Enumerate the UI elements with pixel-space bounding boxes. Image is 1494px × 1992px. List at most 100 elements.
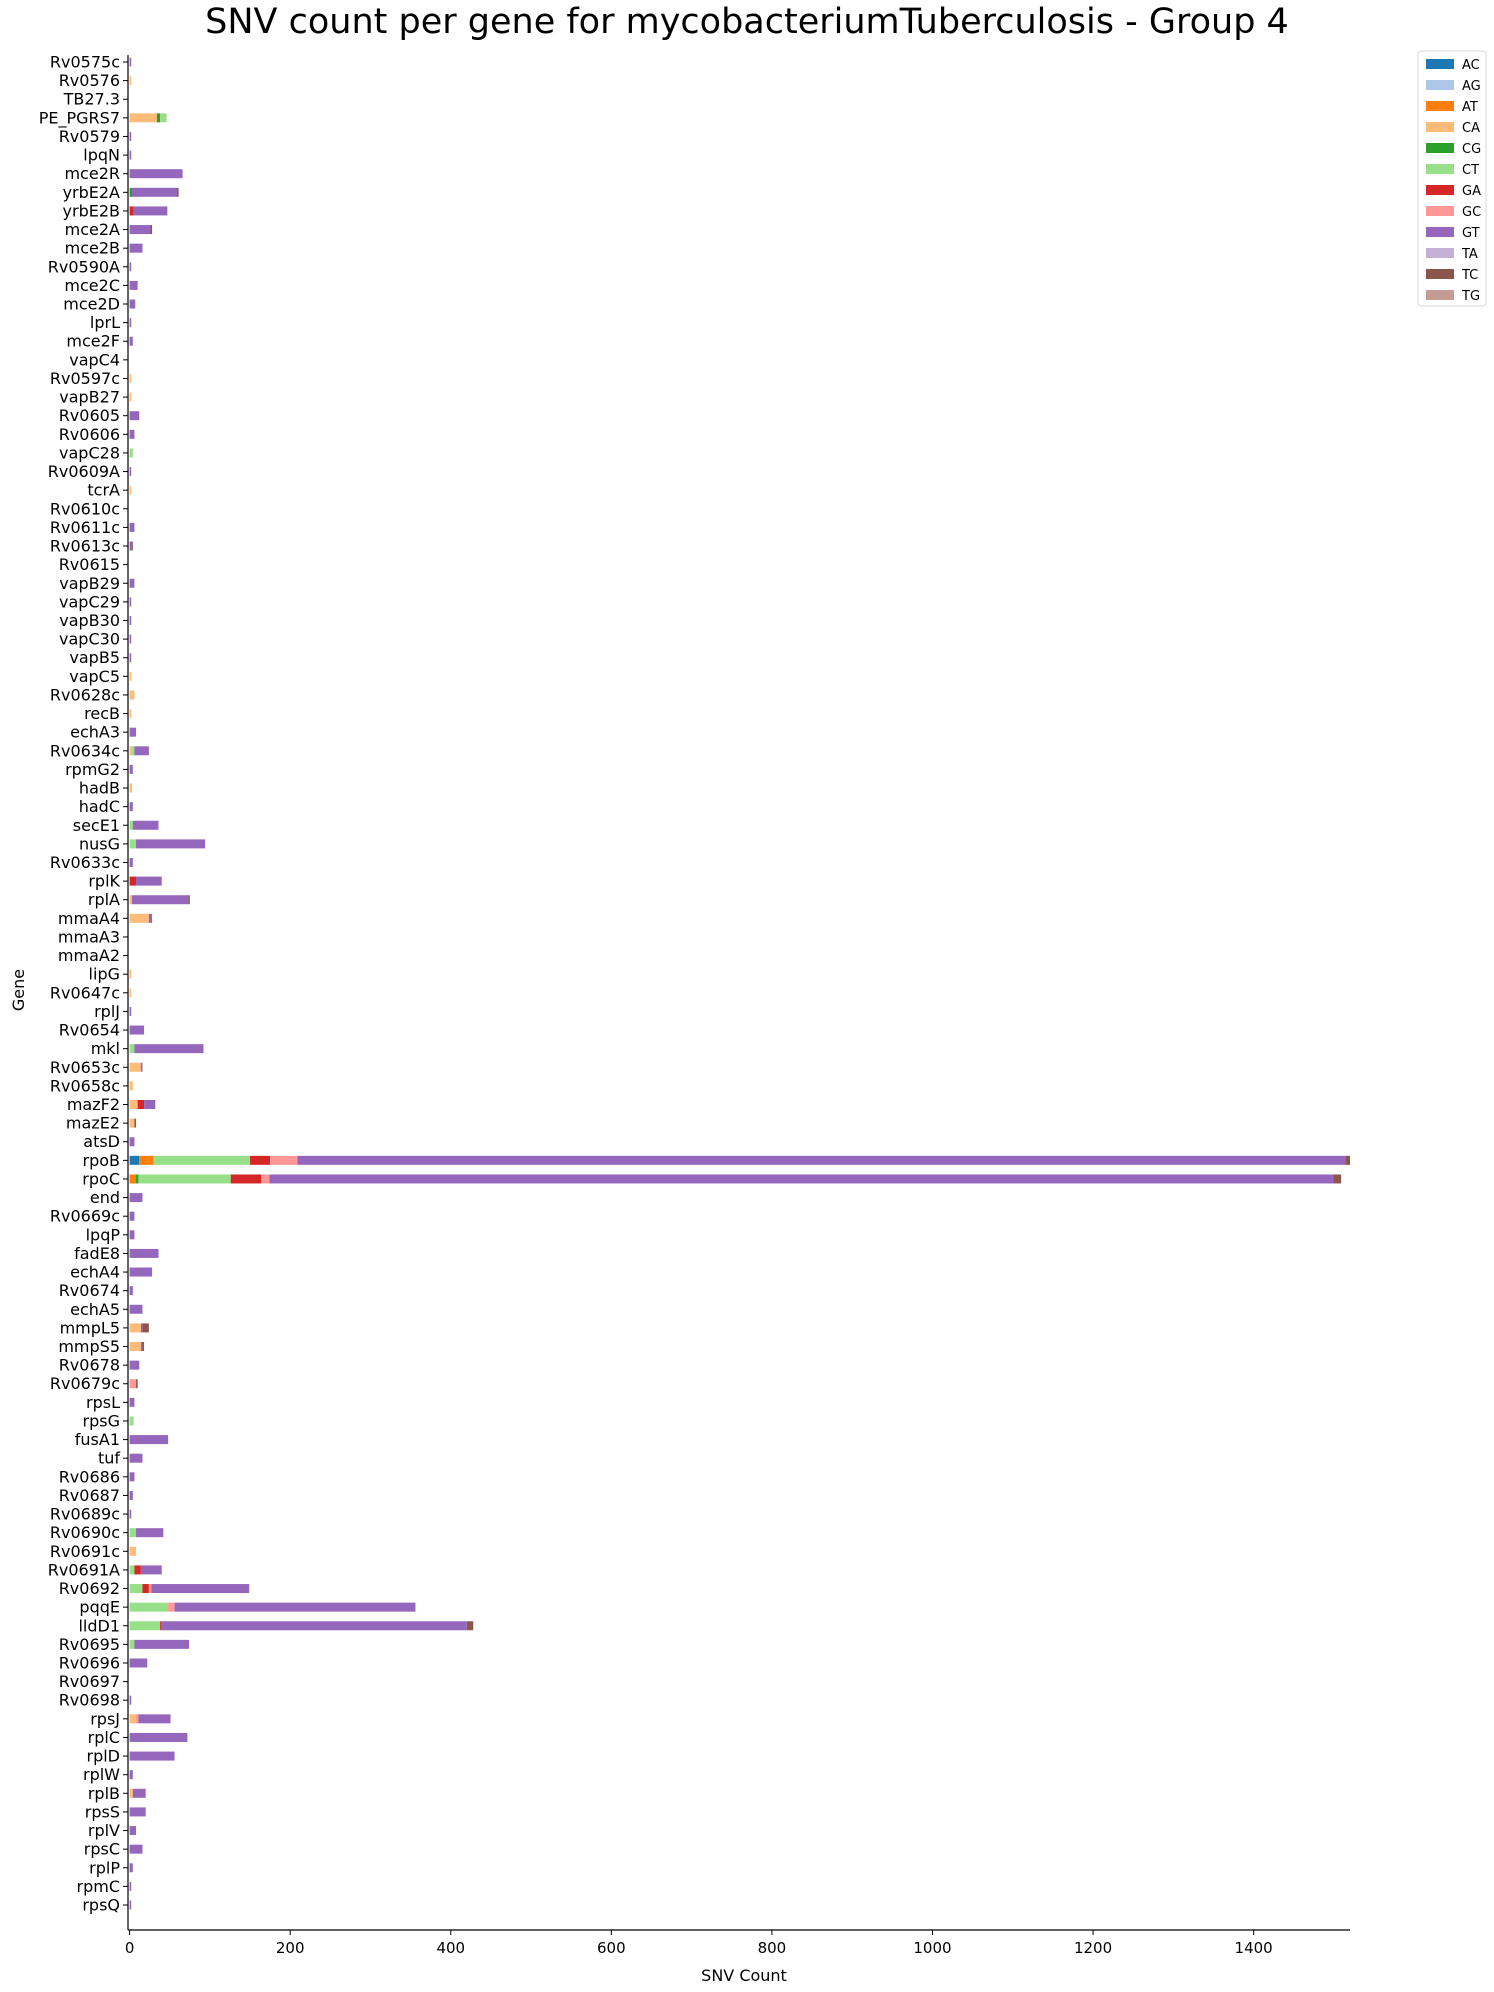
bar-mazE2-CA xyxy=(129,1118,135,1128)
legend-swatch-AT xyxy=(1426,101,1454,111)
bar-echA4-GT xyxy=(129,1267,153,1277)
legend-swatch-CA xyxy=(1426,122,1454,132)
ytick-label: Rv0658c xyxy=(50,1076,120,1095)
ytick-label: mmpL5 xyxy=(60,1318,120,1337)
ytick-label: Rv0698 xyxy=(59,1691,120,1710)
bar-Rv0687-GT xyxy=(129,1490,133,1500)
ytick-label: Rv0653c xyxy=(50,1058,120,1077)
bar-Rv0653c-GT xyxy=(140,1062,143,1072)
ytick-label: Rv0692 xyxy=(59,1579,120,1598)
ytick-label: Rv0611c xyxy=(50,518,120,537)
ytick-label: fadE8 xyxy=(74,1244,120,1263)
legend-label-CA: CA xyxy=(1462,121,1480,136)
ytick-label: mce2B xyxy=(65,239,120,258)
bar-Rv0695-GT xyxy=(134,1639,190,1649)
bar-pqqE-CT xyxy=(129,1602,169,1612)
ytick-label: Rv0686 xyxy=(59,1467,120,1486)
legend-label-GC: GC xyxy=(1462,205,1481,220)
bar-fadE8-GT xyxy=(129,1248,159,1258)
bar-lldD1-GA xyxy=(160,1621,162,1631)
ytick-label: Rv0690c xyxy=(50,1523,120,1542)
bar-mazE2-TC xyxy=(134,1118,137,1128)
bar-mmpS5-CA xyxy=(129,1342,141,1352)
ytick-label: PE_PGRS7 xyxy=(39,108,120,128)
ytick-label: tuf xyxy=(98,1449,120,1468)
ytick-label: Rv0647c xyxy=(50,983,120,1002)
bar-secE1-GT xyxy=(132,820,159,830)
ytick-label: vapC30 xyxy=(59,630,120,649)
bar-rpoB-TC xyxy=(1345,1155,1350,1165)
ytick-label: Rv0605 xyxy=(59,406,120,425)
bar-mce2C-GT xyxy=(129,280,138,290)
ytick-label: rpoB xyxy=(83,1151,121,1170)
bar-Rv0633c-GT xyxy=(129,857,133,867)
bar-nusG-GT xyxy=(136,839,206,849)
ytick-label: tcrA xyxy=(87,481,120,500)
bar-Rv0658c-CA xyxy=(129,1081,133,1091)
bar-Rv0654-GT xyxy=(129,1025,145,1035)
ytick-label: Rv0695 xyxy=(59,1635,120,1654)
legend-frame xyxy=(1417,50,1487,307)
ytick-label: fusA1 xyxy=(75,1430,120,1449)
bar-rpsL-GT xyxy=(129,1397,135,1407)
bars-layer xyxy=(129,57,1350,1910)
ytick-label: Rv0654 xyxy=(59,1021,120,1040)
legend-swatch-GC xyxy=(1426,206,1454,216)
xtick-label: 200 xyxy=(276,1939,305,1957)
ytick-label: Rv0575c xyxy=(50,53,120,72)
ytick-label: rplD xyxy=(87,1747,121,1766)
bar-mce2B-GT xyxy=(129,243,143,253)
legend-label-TA: TA xyxy=(1461,247,1478,262)
bar-lpqN-GT xyxy=(129,150,132,160)
bar-Rv0686-GT xyxy=(129,1472,135,1482)
ytick-label: Rv0613c xyxy=(50,537,120,556)
bar-tuf-GT xyxy=(129,1453,143,1463)
ytick-label: rpmG2 xyxy=(65,760,120,779)
legend-swatch-TG xyxy=(1426,290,1454,300)
ytick-label: Rv0633c xyxy=(50,853,120,872)
ytick-label: yrbE2B xyxy=(63,201,120,220)
bar-rplW-GT xyxy=(129,1770,133,1780)
legend-label-AC: AC xyxy=(1462,58,1480,73)
bar-rpoC-CT xyxy=(138,1174,231,1184)
bar-lldD1-TC xyxy=(466,1621,474,1631)
bar-rpsC-GT xyxy=(129,1844,143,1854)
xtick-label: 1400 xyxy=(1235,1939,1273,1957)
bar-Rv0678-GT xyxy=(129,1360,140,1370)
ytick-label: mce2D xyxy=(63,295,120,314)
bar-rpsJ-CA xyxy=(129,1714,137,1724)
bar-pqqE-GT xyxy=(174,1602,416,1612)
y-axis: Rv0575cRv0576TB27.3PE_PGRS7Rv0579lpqNmce… xyxy=(39,53,128,1915)
bar-mkl-CT xyxy=(129,1044,135,1054)
bar-mazF2-GA xyxy=(137,1100,145,1110)
bar-rplA-TC xyxy=(188,895,190,905)
bar-Rv0634c-CT xyxy=(131,746,135,756)
ytick-label: mce2A xyxy=(65,220,120,239)
legend-label-TC: TC xyxy=(1461,268,1478,283)
bar-lldD1-GT xyxy=(161,1621,467,1631)
bar-fusA1-GT xyxy=(129,1435,169,1445)
bar-PE_PGRS7-CG xyxy=(156,113,161,123)
ytick-label: rpsJ xyxy=(90,1709,120,1728)
legend-swatch-GT xyxy=(1426,227,1454,237)
ytick-label: rplK xyxy=(88,872,120,891)
ytick-label: rplA xyxy=(88,890,120,909)
bar-rpsJ-GC xyxy=(136,1714,139,1724)
bar-Rv0692-GT xyxy=(151,1584,250,1594)
ytick-label: rpoC xyxy=(82,1169,120,1188)
bar-vapB5-GT xyxy=(129,653,132,663)
bar-Rv0698-GT xyxy=(129,1695,132,1705)
bar-rpoB-AC xyxy=(129,1155,140,1165)
bar-vapC5-CA xyxy=(129,671,132,681)
bar-vapB30-GT xyxy=(129,615,132,625)
ytick-label: lldD1 xyxy=(78,1616,120,1635)
bar-rplB-GT xyxy=(132,1788,146,1798)
bar-vapC28-CT xyxy=(129,448,133,458)
ytick-label: vapB5 xyxy=(69,648,120,667)
legend-label-TG: TG xyxy=(1461,289,1480,304)
ytick-label: mmaA3 xyxy=(58,927,120,946)
ytick-label: mce2R xyxy=(64,164,120,183)
bar-Rv0609A-GT xyxy=(129,467,132,477)
ytick-label: rplJ xyxy=(94,1002,120,1021)
